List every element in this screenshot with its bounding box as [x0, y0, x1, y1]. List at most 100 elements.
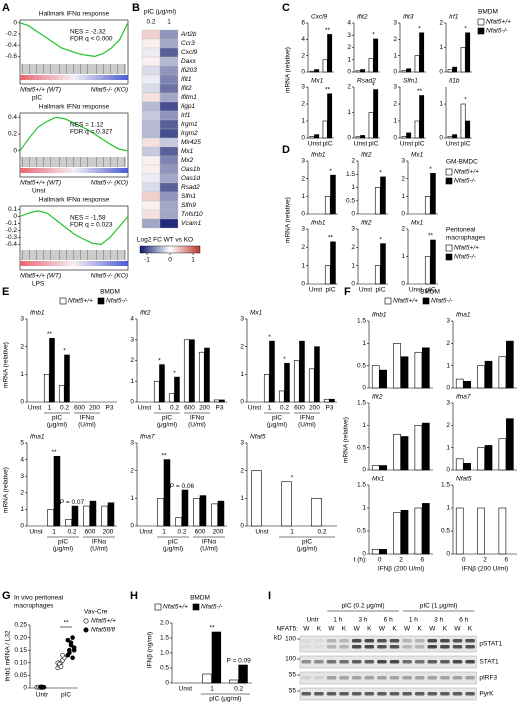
band [339, 676, 349, 680]
colorbar-tick-label: -1 [144, 257, 150, 264]
band [314, 645, 324, 649]
bar [263, 374, 270, 403]
y-tick-label: 1 [130, 378, 134, 385]
bar [484, 360, 493, 389]
band [427, 639, 438, 643]
band-name: PyrK [479, 691, 494, 698]
chart-title: Ifit2 [361, 220, 372, 227]
gene-label: Mx2 [181, 157, 194, 164]
x-tick-label: 600 [85, 529, 96, 536]
genotype-label: W [379, 626, 386, 633]
x-tick-label: Unst [359, 287, 373, 294]
y-tick-label: 3 [401, 158, 405, 165]
bar [400, 509, 409, 555]
band [364, 645, 375, 649]
gene-label: Vcam1 [181, 220, 202, 227]
band [351, 645, 362, 649]
band [465, 676, 475, 680]
y-tick-label: 2 [347, 84, 351, 91]
point [58, 664, 64, 669]
panel-title: In vivo peritoneal [14, 595, 64, 602]
bar [373, 38, 379, 73]
heatmap-cell [159, 65, 179, 76]
group-label: IFNα [300, 415, 314, 422]
heatmap-cell [141, 155, 161, 166]
panel-label: I [268, 590, 271, 602]
chart-title: Mx1 [411, 152, 424, 159]
y-tick-label: 3 [347, 32, 351, 39]
bar [455, 458, 464, 471]
heatmap-cell [159, 83, 179, 94]
band [427, 692, 438, 696]
bar [477, 507, 485, 555]
band [389, 639, 400, 643]
bar [371, 465, 380, 471]
bar [406, 68, 412, 73]
bar [430, 173, 436, 215]
band [452, 660, 463, 664]
x-tick-label: pIC [425, 287, 435, 294]
panel-label: D [282, 144, 290, 156]
y-tick-label: 3 [301, 84, 305, 91]
column-label: 1 [167, 19, 171, 26]
bar [447, 69, 453, 73]
bar [49, 338, 55, 403]
heatmap-cell [159, 101, 179, 112]
y-tick-label: 1 [393, 118, 397, 125]
panel-label: F [344, 286, 351, 298]
x-tick-label: pIC [368, 141, 378, 148]
heatmap-cell [141, 29, 161, 40]
y-tick-label: 6 [301, 20, 305, 27]
heatmap-cell [141, 200, 161, 211]
chart-title: Ifnb1 [30, 310, 45, 317]
band [301, 639, 312, 643]
x-tick-label: Unst [354, 141, 368, 148]
x-tick-label: pIC [414, 141, 424, 148]
y-tick-label: 0 [130, 399, 134, 406]
colorbar-tick-label: 1 [191, 257, 195, 264]
significance: ** [209, 625, 215, 632]
time-label: 6 h [459, 617, 468, 624]
y-tick-label: 1 [347, 56, 351, 63]
legend-swatch [192, 603, 200, 611]
y-tick-label: 2 [439, 20, 443, 27]
legend-swatch [445, 253, 453, 261]
chart-title: Mx1 [250, 310, 263, 317]
bar [506, 340, 514, 389]
y-tick-label: 1.5 [357, 318, 366, 325]
x-tick-label: 0.2 [67, 529, 76, 536]
bar [213, 399, 220, 403]
y-tick-label: 1 [439, 101, 443, 108]
band [414, 660, 425, 664]
chart-title: Nfat5 [456, 476, 472, 483]
column-label: 0.2 [146, 19, 155, 26]
rank-gradient [20, 75, 128, 80]
bar [71, 505, 79, 527]
band [326, 639, 337, 643]
gene-label: Ifit2 [181, 85, 192, 92]
x-tick-label: 1 [210, 686, 214, 693]
bar [414, 351, 423, 389]
time-label: 1 h [333, 617, 342, 624]
y-tick-label: 0.15 [14, 647, 27, 654]
band [351, 660, 362, 664]
x-tick-label: P3 [106, 405, 114, 412]
bar [414, 55, 420, 73]
heatmap-cell [159, 137, 179, 148]
y-tick-label: 0 [23, 685, 27, 692]
y-tick-label: 1 [301, 262, 305, 269]
y-tick-label: 5 [20, 440, 24, 447]
chart-title: Ifna7 [140, 434, 155, 441]
legend-swatch [445, 244, 453, 252]
bar [217, 500, 225, 527]
x-tick-label: 600 [294, 405, 305, 412]
y-axis-label: mRNA (relative) [285, 47, 292, 93]
bar [360, 69, 366, 73]
bar [463, 462, 472, 471]
x-tick-label: Unst [446, 141, 460, 148]
bar [400, 356, 409, 389]
band [377, 692, 387, 696]
legend-label: Nfat5+/+ [68, 298, 93, 305]
x-tick-label: 200 [309, 405, 320, 412]
y-tick-label: 0 [362, 467, 366, 474]
